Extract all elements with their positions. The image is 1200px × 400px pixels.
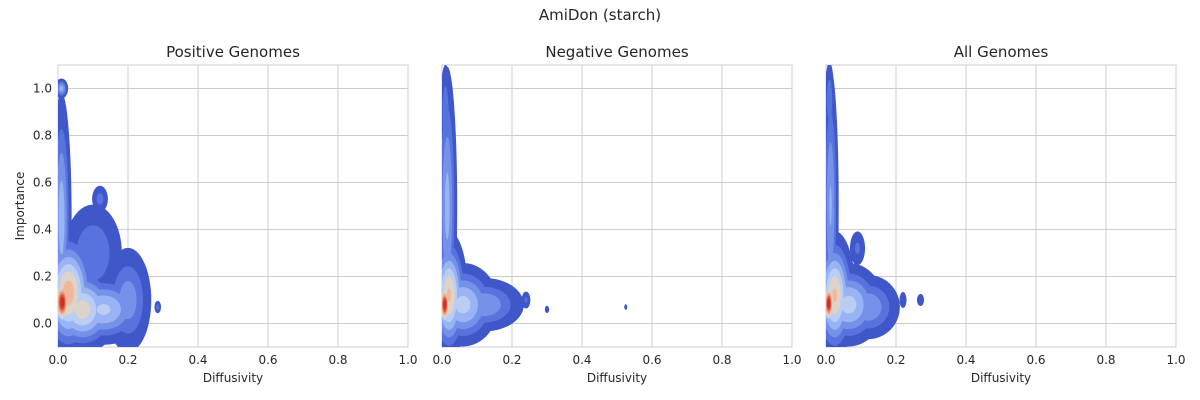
density-blob-1 xyxy=(60,297,65,308)
density-blob-8 xyxy=(899,292,907,308)
figure-title: AmiDon (starch) xyxy=(539,6,661,24)
x-axis-label: Diffusivity xyxy=(203,371,263,385)
x-tick-label: 0.6 xyxy=(258,353,277,367)
contour-level-10 xyxy=(827,298,831,309)
density-blob-9 xyxy=(916,294,925,306)
density-blob-7 xyxy=(854,242,861,254)
x-tick-label: 0.0 xyxy=(816,353,835,367)
density-blob-1 xyxy=(827,298,831,309)
density-blob-7 xyxy=(76,225,110,281)
x-tick-label: 0.2 xyxy=(118,353,137,367)
x-axis-label: Diffusivity xyxy=(971,371,1031,385)
x-tick-label: 0.8 xyxy=(712,353,731,367)
density-blob-6 xyxy=(58,180,65,255)
x-tick-label: 0.4 xyxy=(188,353,207,367)
x-tick-label: 0.8 xyxy=(1096,353,1115,367)
density-blob-9 xyxy=(544,305,550,314)
panel-3: 0.0 0.2 0.4 0.6 0.8 1.0 All Genomes Diffusivity xyxy=(816,43,1185,385)
density-blob-10 xyxy=(156,304,160,310)
x-tick-label: 0.6 xyxy=(642,353,661,367)
x-axis-label: Diffusivity xyxy=(587,371,647,385)
density-blob-2 xyxy=(446,288,452,303)
x-tick-label: 1.0 xyxy=(1166,353,1185,367)
y-tick-label: 0.0 xyxy=(33,317,52,331)
panel-title: Positive Genomes xyxy=(166,43,300,61)
density-blob-6 xyxy=(826,79,833,121)
density-blob-8 xyxy=(96,193,104,205)
density-contours xyxy=(826,65,925,347)
y-tick-label: 1.0 xyxy=(33,82,52,96)
density-blob-8 xyxy=(524,297,528,303)
density-blob-1 xyxy=(443,299,447,310)
x-tick-label: 0.2 xyxy=(886,353,905,367)
y-tick-label: 0.6 xyxy=(33,176,52,190)
x-tick-label: 1.0 xyxy=(398,353,417,367)
x-tick-label: 0.4 xyxy=(572,353,591,367)
density-blob-5 xyxy=(119,280,137,320)
contour-level-10 xyxy=(60,297,65,308)
y-tick-label: 0.8 xyxy=(33,129,52,143)
panel-1: 0.0 0.2 0.4 0.6 0.8 1.0 0.0 0.2 0.4 0.6 0.8 1.0 Posi… xyxy=(13,43,418,385)
density-blob-6 xyxy=(442,86,449,138)
x-tick-label: 0.8 xyxy=(328,353,347,367)
density-blob-3 xyxy=(455,295,471,314)
panel-2: 0.0 0.2 0.4 0.6 0.8 1.0 Negative Genomes Diffus… xyxy=(432,43,801,385)
y-tick-label: 0.4 xyxy=(33,223,52,237)
density-blob-3 xyxy=(841,295,857,314)
panel-title: All Genomes xyxy=(954,43,1049,61)
x-tick-label: 1.0 xyxy=(782,353,801,367)
density-blob-9 xyxy=(59,86,64,91)
x-tick-label: 0.2 xyxy=(502,353,521,367)
panel-title: Negative Genomes xyxy=(545,43,688,61)
density-blob-5 xyxy=(829,186,832,226)
x-tick-label: 0.6 xyxy=(1026,353,1045,367)
x-tick-label: 0.0 xyxy=(432,353,451,367)
density-contours xyxy=(58,78,162,347)
density-blob-2 xyxy=(832,288,837,303)
density-blob-5 xyxy=(444,172,450,240)
density-blob-3 xyxy=(74,300,91,319)
y-axis-label: Importance xyxy=(13,172,27,241)
density-contours xyxy=(442,65,628,347)
contour-level-10 xyxy=(443,299,447,310)
density-blob-4 xyxy=(96,303,111,315)
y-tick-label: 0.2 xyxy=(33,270,52,284)
density-blob-10 xyxy=(624,304,628,310)
x-tick-label: 0.4 xyxy=(956,353,975,367)
x-tick-label: 0.0 xyxy=(48,353,67,367)
